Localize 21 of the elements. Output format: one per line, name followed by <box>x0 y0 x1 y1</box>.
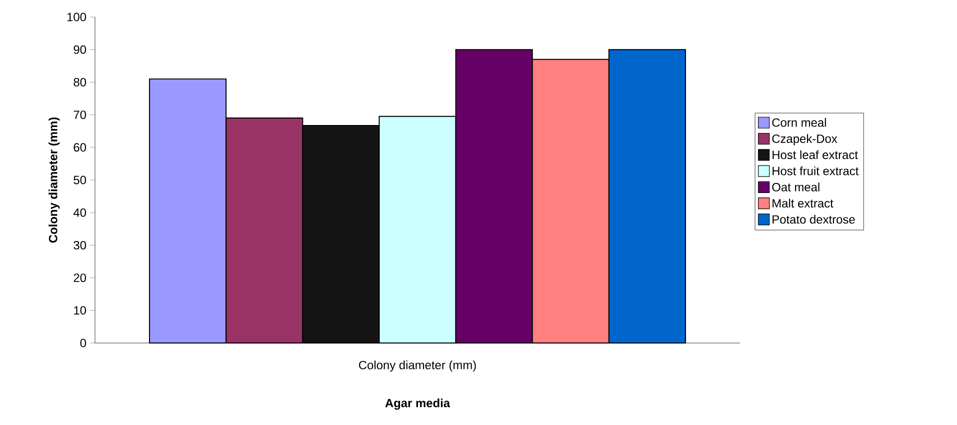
y-tick-label: 10 <box>74 306 86 315</box>
legend-label: Malt extract <box>772 198 834 208</box>
y-tick-label: 50 <box>74 176 86 184</box>
legend-label: Corn meal <box>772 118 826 127</box>
text: Colony diameter (mm) <box>358 360 476 372</box>
legend-label: Host leaf extract <box>772 150 858 160</box>
y-tick-label: 0 <box>80 338 86 348</box>
legend-label: Oat meal <box>772 182 820 192</box>
y-tick-label: 90 <box>74 45 86 54</box>
y-tick-label: 100 <box>67 12 86 22</box>
y-axis-title: Colony diameter (mm) <box>48 117 60 243</box>
y-tick-label: 20 <box>74 274 86 282</box>
legend-label: Host fruit extract <box>772 166 859 176</box>
y-tick-label: 60 <box>74 143 86 152</box>
y-tick-label: 70 <box>74 110 86 120</box>
legend-label: Potato dextrose <box>772 214 855 224</box>
y-tick-label: 40 <box>73 208 86 217</box>
y-tick-label: 30 <box>74 240 86 250</box>
y-tick-label: 80 <box>74 78 86 86</box>
legend-label: Czapek-Dox <box>772 134 838 146</box>
x-axis-title: Agar media <box>385 398 450 410</box>
